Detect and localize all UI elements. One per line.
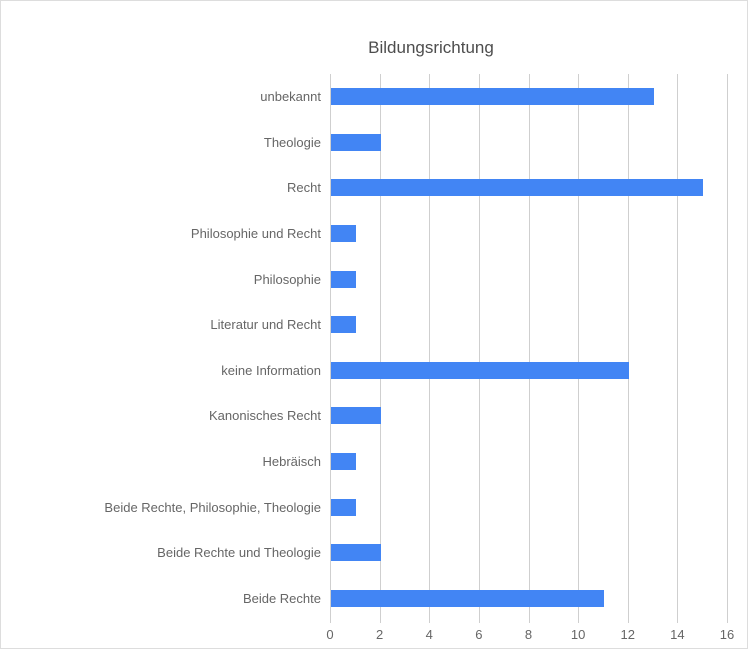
y-axis-category-label: Philosophie (253, 271, 321, 287)
gridline (578, 74, 580, 623)
gridline (429, 74, 431, 623)
x-axis-tick-label: 4 (425, 627, 433, 642)
gridline (627, 74, 629, 623)
bar (331, 225, 356, 243)
gridline (330, 74, 331, 623)
bar (331, 407, 381, 425)
bar (331, 133, 381, 151)
bar (331, 544, 381, 562)
x-axis-tick-label: 14 (670, 627, 685, 642)
y-axis-category-label: Beide Rechte und Theologie (157, 545, 321, 561)
gridline (379, 74, 381, 623)
bar (331, 270, 356, 288)
bar (331, 498, 356, 516)
y-axis-category-label: keine Information (221, 362, 321, 378)
y-axis-category-label: Hebräisch (262, 453, 321, 469)
y-axis-category-label: Literatur und Recht (210, 317, 321, 333)
gridline (478, 74, 480, 623)
x-axis-tick-label: 2 (376, 627, 384, 642)
bar (331, 589, 604, 607)
chart-title: Bildungsrichtung (368, 38, 494, 57)
bar (331, 179, 704, 197)
y-axis-category-label: Recht (287, 180, 321, 196)
y-axis-category-label: Kanonisches Recht (208, 408, 321, 424)
x-axis-tick-label: 6 (475, 627, 483, 642)
y-axis-category-label: Beide Rechte, Philosophie, Theologie (104, 499, 321, 515)
gridline (677, 74, 679, 623)
bar (331, 316, 356, 334)
y-axis-category-label: Philosophie und Recht (190, 226, 321, 242)
bar (331, 452, 356, 470)
y-axis-category-label: Theologie (263, 134, 321, 150)
y-axis-category-label: unbekannt (260, 89, 321, 105)
x-axis-tick-label: 16 (719, 627, 735, 642)
y-axis-category-label: Beide Rechte (242, 590, 321, 606)
bar (331, 88, 654, 106)
x-axis-tick-label: 0 (326, 627, 334, 642)
bar (331, 361, 629, 379)
gridline (727, 74, 728, 623)
x-axis-tick-label: 8 (524, 627, 533, 642)
x-axis-tick-label: 12 (620, 627, 635, 642)
gridline (528, 74, 530, 623)
x-axis-tick-label: 10 (570, 627, 586, 642)
